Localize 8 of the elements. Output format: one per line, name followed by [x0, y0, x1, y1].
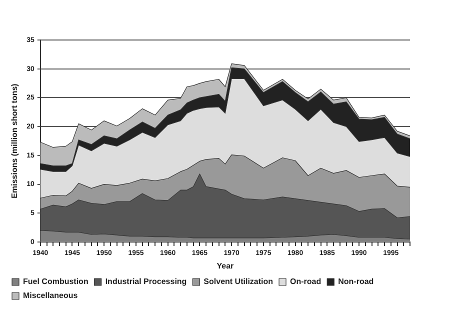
- legend-label: Industrial Processing: [105, 277, 187, 286]
- legend-label: On-road: [290, 277, 322, 286]
- legend-label: Miscellaneous: [23, 291, 78, 300]
- x-axis-title: Year: [216, 261, 234, 270]
- legend-label: Non-road: [338, 277, 374, 286]
- y-axis-title: Emissions (million short tons): [10, 83, 20, 198]
- legend-label: Solvent Utilization: [204, 277, 274, 286]
- legend-label: Fuel Combustion: [23, 277, 88, 286]
